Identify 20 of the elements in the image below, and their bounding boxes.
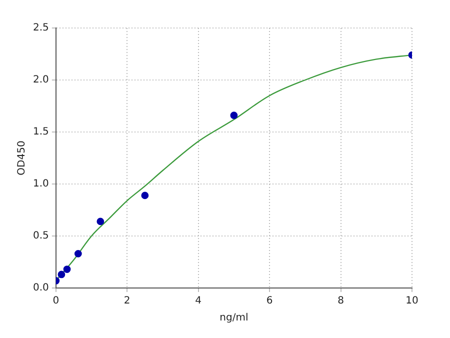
x-axis-title: ng/ml (220, 312, 248, 324)
x-tick-label: 10 (406, 296, 418, 307)
point (74, 250, 82, 258)
y-tick-label: 2.5 (32, 22, 49, 34)
y-tick-label: 0.0 (32, 282, 49, 294)
y-tick-label: 1.0 (32, 178, 49, 190)
x-tick-label: 6 (266, 296, 273, 307)
point (230, 112, 238, 120)
y-axis-title: OD450 (16, 140, 28, 176)
y-tick-label: 2.0 (32, 74, 49, 86)
x-tick-label: 8 (338, 296, 344, 307)
y-tick-label: 1.5 (32, 126, 49, 138)
x-tick-label: 0 (52, 296, 60, 307)
point (63, 266, 71, 273)
x-tick-label: 4 (195, 296, 202, 307)
point (58, 270, 66, 278)
x-tick-label: 2 (124, 296, 130, 307)
point (96, 218, 104, 226)
point (141, 192, 149, 200)
y-tick-label: 0.5 (32, 230, 49, 242)
